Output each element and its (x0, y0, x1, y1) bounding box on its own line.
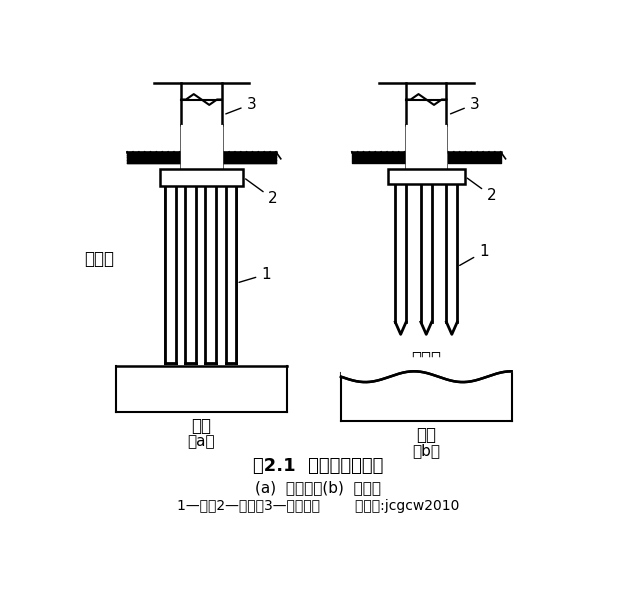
Text: 1: 1 (239, 267, 271, 282)
Text: 1: 1 (459, 244, 489, 265)
Text: 硬层: 硬层 (192, 417, 211, 435)
Text: 图2.1  端承桩与摩擦桩: 图2.1 端承桩与摩擦桩 (252, 457, 383, 475)
Text: 3: 3 (451, 97, 479, 114)
Text: 2: 2 (467, 178, 497, 203)
Text: （b）: （b） (412, 443, 440, 458)
Text: (a)  端承桩；(b)  摩擦桩: (a) 端承桩；(b) 摩擦桩 (255, 480, 381, 495)
Text: 3: 3 (226, 97, 256, 114)
Text: 2: 2 (246, 179, 278, 207)
Text: 硬层: 硬层 (416, 426, 436, 444)
Text: 软土层: 软土层 (84, 250, 114, 268)
Text: 软土层: 软土层 (411, 350, 441, 368)
Text: （a）: （a） (188, 434, 215, 449)
Bar (388, 169, 465, 184)
Bar (160, 169, 243, 186)
Text: 1—桩；2—承台；3—上部结构        微信号:jcgcw2010: 1—桩；2—承台；3—上部结构 微信号:jcgcw2010 (177, 499, 459, 513)
